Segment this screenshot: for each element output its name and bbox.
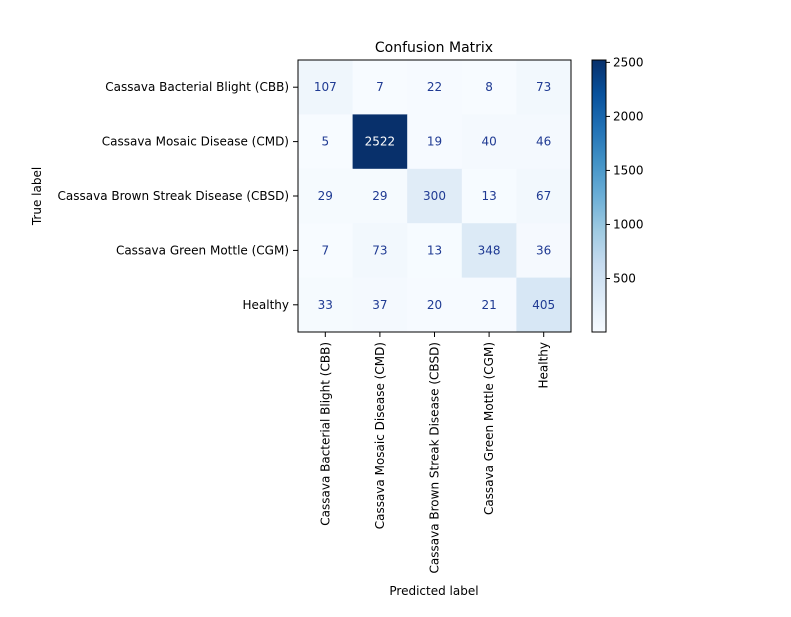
matrix-cell bbox=[407, 223, 463, 279]
matrix-cell bbox=[407, 114, 463, 170]
matrix-cell bbox=[298, 60, 354, 115]
x-axis-ticks: Cassava Bacterial Blight (CBB) Cassava Mo… bbox=[318, 332, 551, 573]
matrix-cell bbox=[298, 223, 354, 279]
matrix-cell-value: 73 bbox=[536, 80, 551, 94]
matrix-cell-value: 7 bbox=[321, 243, 329, 257]
matrix-cell bbox=[298, 277, 354, 333]
colorbar-tick-label: 1500 bbox=[613, 163, 644, 177]
matrix-cell bbox=[516, 277, 572, 333]
matrix-cell-value: 33 bbox=[318, 298, 333, 312]
matrix-cell-value: 348 bbox=[478, 243, 501, 257]
matrix-cell-value: 21 bbox=[481, 298, 496, 312]
x-tick-label: Cassava Bacterial Blight (CBB) bbox=[318, 342, 332, 526]
matrix-cell-value: 36 bbox=[536, 243, 551, 257]
matrix-cell-value: 5 bbox=[321, 135, 329, 149]
matrix-cell bbox=[461, 223, 517, 279]
matrix-cell bbox=[461, 277, 517, 333]
matrix-cell-value: 13 bbox=[481, 189, 496, 203]
colorbar bbox=[591, 59, 607, 333]
x-tick-label: Cassava Mosaic Disease (CMD) bbox=[373, 342, 387, 529]
y-axis-ticks: Cassava Bacterial Blight (CBB) Cassava Mo… bbox=[58, 80, 298, 312]
matrix-cell bbox=[516, 114, 572, 170]
y-tick-label: Cassava Green Mottle (CGM) bbox=[116, 243, 289, 257]
matrix-cell-value: 7 bbox=[376, 80, 384, 94]
matrix-cell bbox=[352, 277, 408, 333]
matrix-cell-value: 29 bbox=[318, 189, 333, 203]
matrix-cell-value: 40 bbox=[481, 135, 496, 149]
matrix-cell-value: 13 bbox=[427, 243, 442, 257]
matrix-cell bbox=[352, 60, 408, 115]
matrix-cell bbox=[298, 168, 354, 224]
matrix-cell bbox=[407, 168, 463, 224]
matrix-cell bbox=[352, 168, 408, 224]
y-tick-label: Cassava Bacterial Blight (CBB) bbox=[105, 80, 289, 94]
matrix-cell-value: 67 bbox=[536, 189, 551, 203]
matrix-cell bbox=[298, 114, 354, 170]
x-tick-label: Cassava Brown Streak Disease (CBSD) bbox=[428, 342, 442, 573]
matrix-cell bbox=[407, 60, 463, 115]
matrix-cell-value: 107 bbox=[314, 80, 337, 94]
matrix-cell-value: 37 bbox=[372, 298, 387, 312]
x-tick-label: Healthy bbox=[537, 342, 551, 389]
y-tick-label: Healthy bbox=[242, 298, 289, 312]
matrix-cell-value: 300 bbox=[423, 189, 446, 203]
matrix-cell-value: 22 bbox=[427, 80, 442, 94]
matrix-cell-value: 8 bbox=[485, 80, 493, 94]
colorbar-tick-label: 2500 bbox=[613, 55, 644, 69]
matrix-cell-value: 29 bbox=[372, 189, 387, 203]
matrix-cell bbox=[516, 223, 572, 279]
x-tick-label: Cassava Green Mottle (CGM) bbox=[482, 342, 496, 515]
matrix-cell bbox=[461, 114, 517, 170]
matrix-cell bbox=[461, 168, 517, 224]
chart-title: Confusion Matrix bbox=[375, 40, 493, 56]
matrix-cell-value: 46 bbox=[536, 135, 551, 149]
colorbar-ticks: 500 1000 1500 2000 2500 bbox=[606, 55, 644, 286]
y-axis-title: True label bbox=[30, 167, 44, 226]
y-tick-label: Cassava Brown Streak Disease (CBSD) bbox=[58, 189, 289, 203]
colorbar-tick-label: 2000 bbox=[613, 109, 644, 123]
colorbar-tick-label: 1000 bbox=[613, 217, 644, 231]
x-axis-title: Predicted label bbox=[389, 584, 478, 598]
matrix-cell bbox=[516, 168, 572, 224]
colorbar-tick-label: 500 bbox=[613, 272, 636, 286]
matrix-cell-labels: 107 7 22 8 73 5 2522 19 40 46 29 29 300 13 67 7 73 13 348 3… bbox=[314, 80, 555, 312]
y-tick-label: Cassava Mosaic Disease (CMD) bbox=[102, 135, 289, 149]
matrix-cell-value: 2522 bbox=[365, 135, 396, 149]
matrix-cells bbox=[298, 60, 572, 333]
matrix-cell bbox=[352, 114, 408, 170]
matrix-cell-value: 405 bbox=[532, 298, 555, 312]
matrix-cell-value: 20 bbox=[427, 298, 442, 312]
matrix-cell bbox=[516, 60, 572, 115]
matrix-cell bbox=[352, 223, 408, 279]
matrix-cell-value: 19 bbox=[427, 135, 442, 149]
matrix-cell-value: 73 bbox=[372, 243, 387, 257]
matrix-cell bbox=[407, 277, 463, 333]
matrix-cell bbox=[461, 60, 517, 115]
